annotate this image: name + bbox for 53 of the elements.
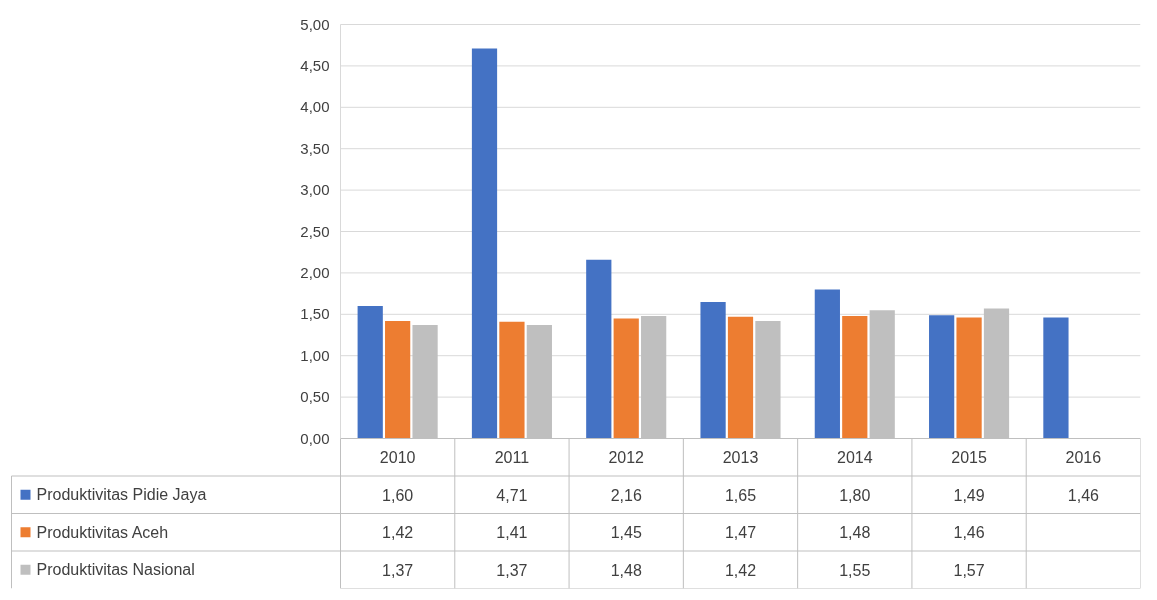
- data-label: 1,48: [839, 524, 871, 542]
- x-tick-label: 2014: [836, 449, 873, 467]
- data-label: 1,37: [496, 561, 528, 579]
- bar: [842, 315, 868, 439]
- legend-label: Produktivitas Pidie Jaya: [36, 486, 207, 504]
- bar: [1043, 317, 1069, 439]
- data-label: 1,46: [953, 524, 985, 542]
- data-label: 1,42: [724, 561, 757, 579]
- data-label: 1,48: [610, 561, 642, 579]
- x-tick-label: 2013: [722, 449, 759, 467]
- data-label: 1,80: [839, 486, 871, 504]
- bar: [814, 289, 840, 439]
- bar: [499, 321, 525, 439]
- bar: [385, 320, 411, 439]
- y-tick-label: 2,50: [300, 222, 330, 240]
- x-tick-label: 2011: [494, 449, 530, 467]
- y-tick-label: 0,50: [300, 388, 330, 406]
- data-label: 1,60: [382, 486, 414, 504]
- legend-label: Produktivitas Aceh: [36, 523, 169, 541]
- y-tick-label: 3,00: [300, 181, 330, 199]
- data-label: 2,16: [610, 486, 642, 504]
- data-label: 1,47: [724, 524, 757, 542]
- y-tick-label: 5,00: [300, 15, 330, 33]
- data-label: 1,41: [496, 524, 528, 542]
- bar: [727, 316, 754, 439]
- bar: [929, 315, 955, 439]
- y-tick-label: 3,50: [300, 139, 330, 157]
- data-label: 4,71: [496, 486, 528, 504]
- x-tick-label: 2010: [379, 449, 416, 467]
- y-tick-label: 4,50: [300, 56, 330, 74]
- x-tick-label: 2012: [608, 449, 645, 467]
- y-tick-label: 4,00: [300, 98, 330, 116]
- y-tick-label: 1,50: [300, 305, 330, 323]
- bar: [357, 306, 383, 439]
- bar: [613, 318, 639, 439]
- data-label: 1,45: [610, 524, 642, 542]
- data-label: 1,65: [724, 486, 757, 504]
- x-tick-label: 2015: [951, 449, 987, 467]
- bar: [700, 301, 726, 439]
- y-tick-label: 2,00: [300, 263, 330, 281]
- y-tick-label: 0,00: [300, 429, 330, 447]
- bar: [956, 317, 982, 439]
- data-label: 1,46: [1067, 486, 1100, 504]
- y-tick-label: 1,00: [300, 346, 330, 364]
- bar: [586, 259, 612, 439]
- data-label: 1,57: [953, 561, 985, 579]
- data-label: 1,37: [382, 561, 414, 579]
- legend-label: Produktivitas Nasional: [36, 561, 195, 579]
- data-label: 1,49: [953, 486, 985, 504]
- x-tick-label: 2016: [1065, 449, 1102, 467]
- data-label: 1,55: [839, 561, 871, 579]
- bar: [471, 48, 498, 439]
- data-label: 1,42: [382, 524, 414, 542]
